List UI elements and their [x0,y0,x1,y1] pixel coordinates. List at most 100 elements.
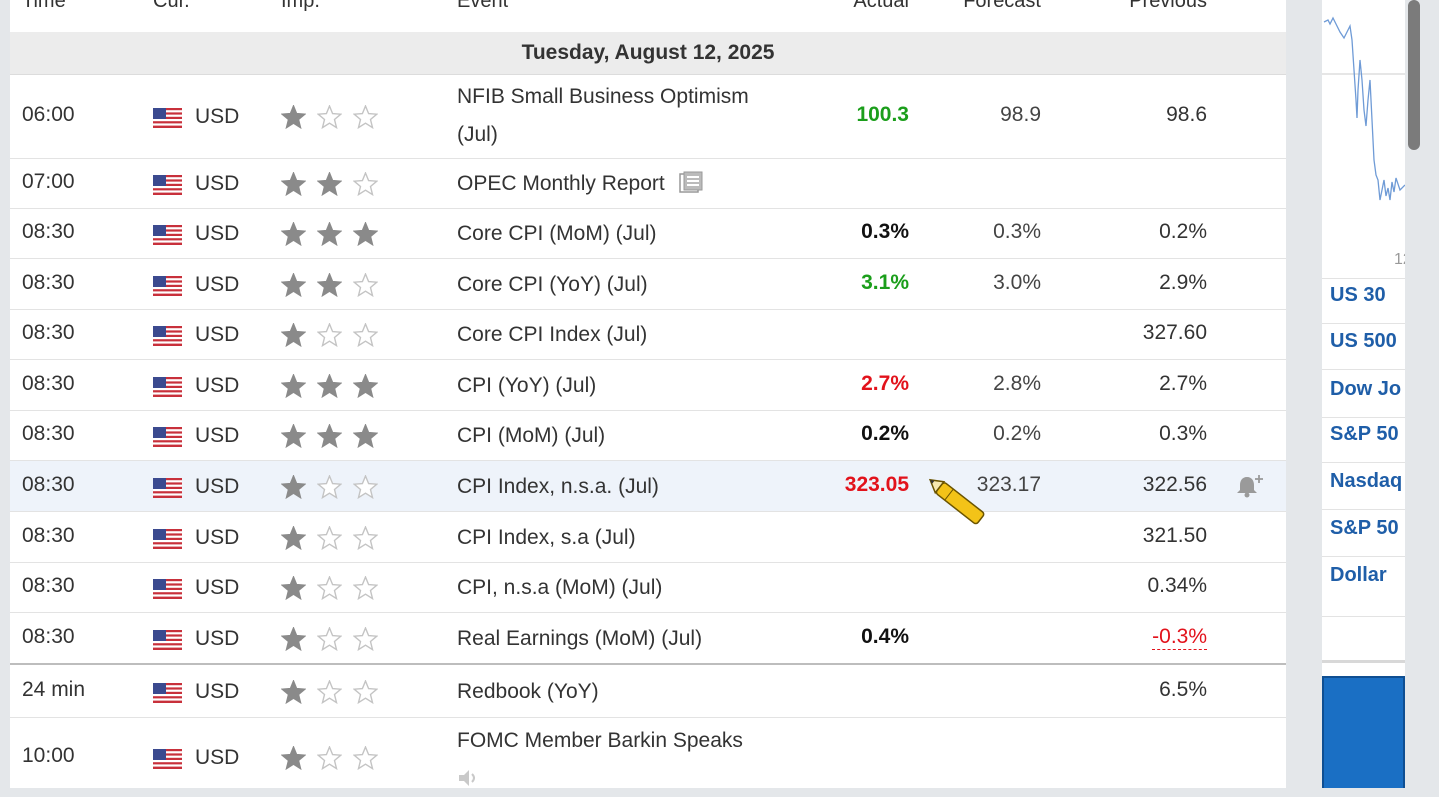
divider [1322,369,1405,370]
previous-value[interactable]: 6.5% [1159,677,1207,701]
event-name[interactable]: OPEC Monthly Report [457,165,877,203]
previous-value[interactable]: 322.56 [1142,472,1207,496]
sidebar-ad-box[interactable] [1322,676,1405,797]
sidebar-quote-link[interactable]: Nasdaq [1330,470,1403,492]
report-icon[interactable] [679,171,703,193]
star-empty-icon [353,576,378,600]
currency-code: USD [195,679,240,703]
event-name[interactable]: FOMC Member Barkin Speaks [457,722,877,760]
event-name-text[interactable]: CPI Index, n.s.a. (Jul) [457,474,659,498]
event-name-text[interactable]: Core CPI Index (Jul) [457,323,648,346]
previous-value[interactable]: 2.7% [1159,371,1207,395]
header-time[interactable]: Time [22,0,66,12]
event-name[interactable]: CPI, n.s.a (MoM) (Jul) [457,569,877,607]
event-name[interactable]: NFIB Small Business Optimism (Jul) [457,78,792,154]
table-row[interactable]: 06:00 USD NFIB Small Business Optimism (… [10,74,1286,159]
actual-value: 323.05 [844,472,909,496]
sidebar-quote-link[interactable]: S&P 50 [1330,517,1399,539]
importance-stars [281,104,378,129]
table-row[interactable]: 08:30 USD CPI Index, s.a (Jul) 321.50 [10,512,1286,563]
event-name-text[interactable]: OPEC Monthly Report [457,172,665,195]
event-name[interactable]: Redbook (YoY) [457,673,877,711]
speaker-icon[interactable] [457,768,481,788]
event-name[interactable]: CPI Index, n.s.a. (Jul) [457,468,877,506]
table-row[interactable]: 08:30 USD Core CPI Index (Jul) 327.60 [10,310,1286,360]
event-name-text[interactable]: NFIB Small Business Optimism (Jul) [457,85,749,146]
sidebar-quote-link[interactable]: US 500 [1330,330,1397,352]
actual-value: 0.2% [861,422,909,445]
currency-code: USD [195,745,240,769]
mini-chart[interactable]: 12 [1322,0,1405,278]
event-time: 06:00 [22,102,75,126]
sidebar-quote-link[interactable]: Dollar [1330,564,1387,586]
star-filled-icon [281,272,306,297]
previous-value[interactable]: 2.9% [1159,270,1207,294]
star-empty-icon [353,323,378,347]
table-row[interactable]: 08:30 USD Core CPI (YoY) (Jul) 3.1% 3.0%… [10,259,1286,310]
scrollbar-thumb[interactable] [1408,0,1420,150]
divider [1322,556,1405,557]
table-row[interactable]: 24 min USD Redbook (YoY) 6.5% [10,665,1286,718]
event-name-text[interactable]: CPI, n.s.a (MoM) (Jul) [457,576,663,599]
importance-stars [281,373,378,398]
star-empty-icon [353,745,378,770]
event-time: 08:30 [22,321,75,344]
sidebar-quote-link[interactable]: US 30 [1330,284,1386,306]
previous-value[interactable]: 0.2% [1159,220,1207,243]
event-name-text[interactable]: Real Earnings (MoM) (Jul) [457,627,703,650]
sidebar-quote-link[interactable]: Dow Jo [1330,378,1402,400]
table-row[interactable]: 08:30 USD CPI Index, n.s.a. (Jul) 323.05… [10,461,1286,512]
star-empty-icon [317,679,342,704]
economic-calendar-table: Time Cur. Imp. Event Actual Forecast Pre… [10,0,1286,797]
event-name-text[interactable]: Core CPI (MoM) (Jul) [457,222,657,245]
event-name[interactable]: Core CPI Index (Jul) [457,316,877,354]
divider [1322,616,1405,617]
event-name[interactable]: CPI (MoM) (Jul) [457,417,877,455]
mini-chart-axis-label: 12 [1394,251,1405,268]
table-row[interactable]: 08:30 USD CPI (YoY) (Jul) 2.7% 2.8% 2.7% [10,360,1286,411]
star-empty-icon [353,104,378,129]
previous-value[interactable]: 98.6 [1166,102,1207,126]
importance-stars [281,424,378,448]
header-forecast[interactable]: Forecast [963,0,1041,12]
event-name-text[interactable]: CPI (MoM) (Jul) [457,424,606,447]
star-filled-icon [281,745,306,770]
event-name-text[interactable]: FOMC Member Barkin Speaks [457,729,743,752]
star-filled-icon [317,272,342,297]
sidebar-quote-link[interactable]: S&P 50 [1330,423,1399,445]
header-actual[interactable]: Actual [853,0,909,12]
event-name[interactable]: Real Earnings (MoM) (Jul) [457,620,877,658]
us-flag-icon [153,477,182,498]
add-alert-bell-icon[interactable] [1235,473,1265,499]
event-name[interactable]: CPI (YoY) (Jul) [457,367,877,405]
header-previous[interactable]: Previous [1129,0,1207,12]
event-name[interactable]: Core CPI (MoM) (Jul) [457,215,877,253]
event-name-text[interactable]: CPI (YoY) (Jul) [457,373,597,397]
event-name-text[interactable]: Core CPI (YoY) (Jul) [457,272,648,296]
table-row[interactable]: 08:30 USD Real Earnings (MoM) (Jul) 0.4%… [10,613,1286,665]
previous-value[interactable]: 327.60 [1142,321,1207,344]
table-row[interactable]: 08:30 USD CPI (MoM) (Jul) 0.2% 0.2% 0.3% [10,411,1286,461]
previous-value[interactable]: 0.34% [1147,574,1207,597]
header-event[interactable]: Event [457,0,509,12]
table-row[interactable]: 08:30 USD Core CPI (MoM) (Jul) 0.3% 0.3%… [10,209,1286,259]
forecast-value: 323.17 [976,472,1041,496]
table-row[interactable]: 07:00 USD OPEC Monthly Report [10,159,1286,209]
previous-value[interactable]: 0.3% [1159,422,1207,445]
actual-value: 100.3 [856,102,909,126]
previous-value[interactable]: 321.50 [1142,523,1207,547]
us-flag-icon [153,225,182,245]
event-name-text[interactable]: CPI Index, s.a (Jul) [457,525,636,549]
previous-value[interactable]: -0.3% [1152,625,1207,650]
event-name[interactable]: Core CPI (YoY) (Jul) [457,266,877,304]
event-name[interactable]: CPI Index, s.a (Jul) [457,519,877,557]
table-row[interactable]: 10:00 USD FOMC Member Barkin Speaks [10,718,1286,797]
event-name-text[interactable]: Redbook (YoY) [457,679,599,703]
currency-code: USD [195,525,240,549]
header-importance[interactable]: Imp. [281,0,320,12]
importance-stars [281,323,378,347]
table-row[interactable]: 08:30 USD CPI, n.s.a (MoM) (Jul) 0.34% [10,563,1286,613]
star-filled-icon [281,424,306,448]
sidebar-divider-bar [1322,660,1405,663]
header-currency[interactable]: Cur. [153,0,190,12]
